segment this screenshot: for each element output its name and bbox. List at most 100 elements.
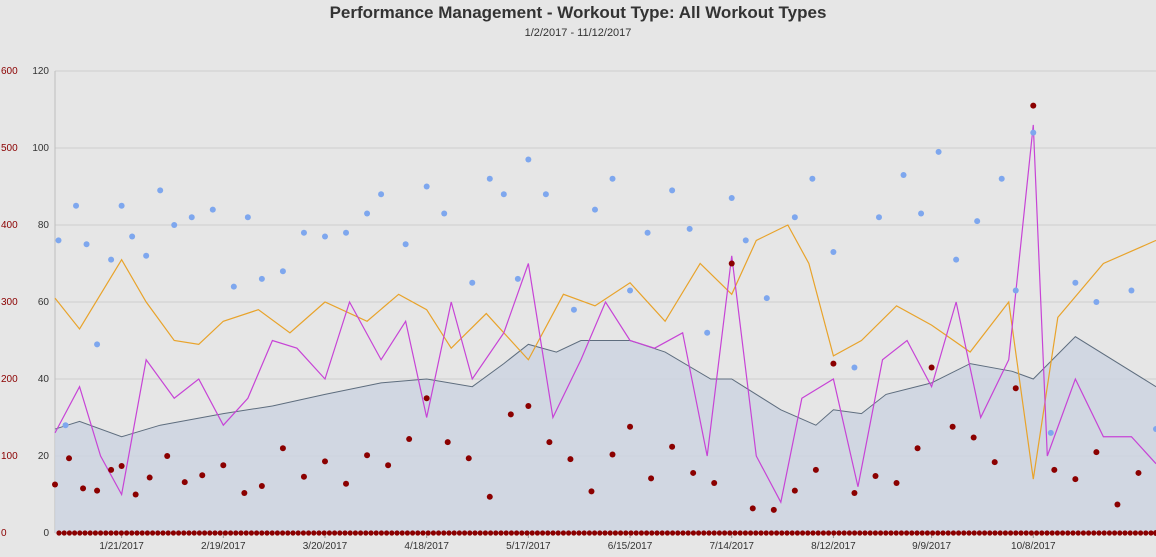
blue-data-point [209,206,216,213]
red-data-point [465,455,472,462]
red-zero-point [222,530,228,536]
red-data-point [80,485,87,492]
blue-data-point [791,214,798,221]
red-zero-point [805,530,811,536]
red-zero-point [924,530,931,536]
blue-data-point [809,175,816,182]
blue-data-point [364,210,371,217]
red-zero-point [139,530,145,536]
red-zero-point [956,530,962,536]
red-zero-point [441,530,447,536]
red-zero-point [852,530,858,536]
red-data-point [108,466,115,473]
red-data-point [1072,476,1079,483]
x-tick-label: 1/21/2017 [99,541,144,552]
red-data-point [648,475,655,482]
red-data-point [1093,449,1100,456]
x-tick-label: 6/15/2017 [608,541,653,552]
red-zero-point [254,530,260,536]
red-zero-point [846,530,853,536]
red-zero-point [748,530,754,536]
red-zero-point [836,530,842,536]
blue-data-point [321,233,328,240]
red-zero-point [493,530,499,536]
blue-data-point [500,191,507,198]
blue-data-point [570,306,577,313]
y-inner-tick-label: 0 [43,528,49,539]
red-zero-point [1148,530,1154,536]
red-zero-point [716,530,723,536]
x-tick-label: 5/17/2017 [506,541,551,552]
red-zero-point [950,530,957,536]
blue-data-point [918,210,925,217]
red-zero-point [1018,530,1024,536]
red-zero-point [732,530,738,536]
red-data-point [199,472,206,479]
red-zero-point [659,530,665,536]
blue-data-point [441,210,448,217]
red-zero-point [581,530,587,536]
red-zero-point [763,530,769,536]
red-data-point [279,445,286,452]
blue-data-point [763,295,770,302]
red-zero-point [690,530,697,536]
red-zero-point [888,530,894,536]
red-zero-point [992,530,998,536]
red-zero-point [87,530,93,536]
red-data-point [728,260,735,267]
red-zero-point [259,530,265,536]
red-data-point [220,462,227,469]
red-zero-point [1049,530,1055,536]
red-zero-point [332,530,338,536]
red-data-point [406,436,413,443]
red-zero-point [586,530,593,536]
red-data-point [94,487,101,494]
red-zero-point [181,530,187,536]
red-zero-point [529,530,535,536]
red-zero-point [623,530,629,536]
red-zero-point [696,530,702,536]
red-zero-point [316,530,322,536]
red-zero-point [1075,530,1081,536]
red-zero-point [784,530,790,536]
blue-data-point [1153,426,1156,433]
blue-data-point [686,225,693,232]
red-zero-point [1122,530,1128,536]
red-zero-point [113,530,119,536]
red-zero-point [196,530,202,536]
red-zero-point [680,530,686,536]
red-zero-point [1065,530,1071,536]
red-zero-point [477,530,483,536]
red-zero-point [462,530,468,536]
red-zero-point [155,530,161,536]
red-zero-point [134,530,140,536]
red-zero-point [987,530,993,536]
blue-data-point [118,202,125,209]
y-inner-tick-label: 60 [38,297,50,308]
blue-data-point [728,195,735,202]
red-data-point [507,411,514,418]
blue-data-point [402,241,409,248]
red-zero-point [737,530,743,536]
red-zero-point [1013,530,1019,536]
red-data-point [851,489,858,496]
red-data-point [546,439,553,446]
blue-data-point [935,148,942,155]
y-outer-tick-label: 200 [1,374,18,385]
blue-data-point [704,329,711,336]
red-zero-point [810,530,816,536]
blue-data-point [525,156,532,163]
red-zero-point [701,530,707,536]
red-zero-point [644,530,650,536]
red-data-point [893,479,900,486]
red-data-point [1153,530,1156,536]
y-outer-tick-label: 600 [1,66,18,77]
red-zero-point [311,530,317,536]
red-zero-point [176,530,182,536]
red-zero-point [841,530,847,536]
red-data-point [949,423,956,430]
red-zero-point [1096,530,1102,536]
red-zero-point [831,530,837,536]
red-zero-point [534,530,541,536]
blue-data-point [830,248,837,255]
